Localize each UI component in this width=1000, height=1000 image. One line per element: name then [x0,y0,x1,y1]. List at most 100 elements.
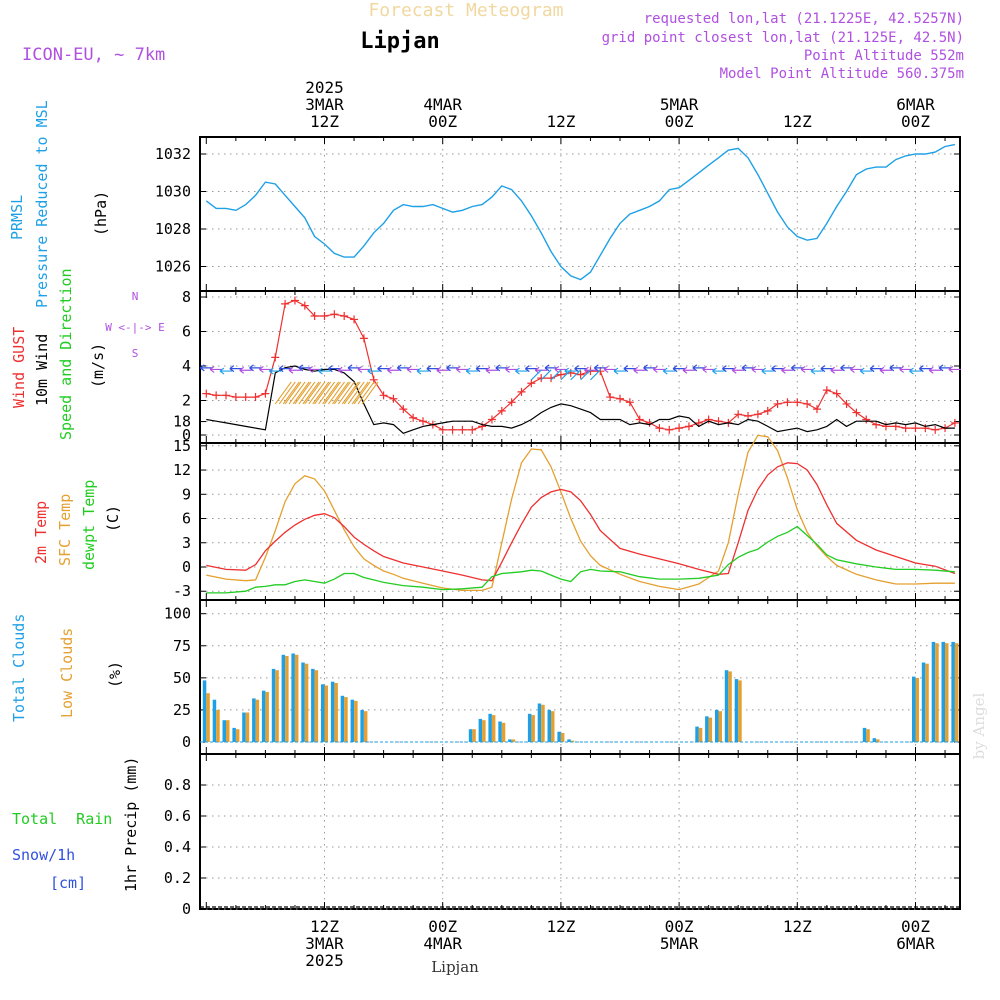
total-clouds-bar [734,679,739,742]
low-clouds-bar [541,704,545,742]
wind-direction-arrow [731,366,745,374]
compass-west-east: W <-|-> E [105,321,165,334]
wind-barb [550,369,562,381]
wind-gust-marker [547,374,556,383]
low-clouds-bar [226,720,230,742]
wind-gust-marker [497,406,506,415]
wind-direction-arrow [298,364,311,372]
wind-barb [590,369,601,381]
wind-direction-arrow [790,364,804,372]
wind-gust-marker [763,406,772,415]
temp-unit-label: (C) [104,505,122,532]
wind-direction-arrow [239,366,252,374]
snow-unit-label: [cm] [50,874,86,892]
wind-direction-arrow [416,367,429,375]
low-clouds-bar [531,715,535,742]
total-clouds-label: Total Clouds [10,614,28,722]
wind-barb [560,369,572,381]
bottom-time-label: 6MAR [896,934,935,953]
y-tick-label: 50 [173,669,191,687]
wind-gust-marker [438,425,447,434]
wind-gust-marker [901,424,910,433]
bottom-time-label: 4MAR [423,934,462,953]
precip-unit-label: 1hr Precip (mm) [122,757,140,892]
y-tick-label: 9 [182,485,191,503]
top-time-label: 12Z [310,112,339,131]
low-clouds-bar [344,697,348,742]
wind-direction-arrow [692,364,705,372]
bottom-time-label: 00Z [901,917,930,936]
top-time-label: 2025 [305,78,344,97]
wind-gust-marker [616,394,624,403]
wind-gust-marker [753,410,762,419]
y-tick-label: 2 [182,392,191,410]
total-clouds-bar [547,709,551,742]
y-tick-label: 1028 [155,220,191,238]
wind-gust-marker [783,398,792,407]
low-clouds-bar [876,739,880,742]
strong-wind-barb [304,381,322,405]
wind-gust-marker [684,422,693,431]
wind-direction-arrow [672,365,686,373]
low-clouds-bar [954,643,959,742]
wind-gust-marker [734,410,743,419]
wind-direction-arrow [524,365,538,373]
wind-direction-arrow [308,365,321,373]
total-clouds-bar [291,653,295,742]
y-tick-label: -3 [173,582,191,600]
wind-gust-marker [537,374,546,383]
wind-gust-marker [468,425,477,434]
total-clouds-bar [508,739,512,742]
bottom-time-label: 00Z [665,917,694,936]
wind-direction-arrow [653,365,666,373]
wind-direction-arrow [751,365,764,373]
wind-gust-marker [793,398,802,407]
wind-gust-label: Wind GUST [10,327,28,408]
wind-gust-marker [300,301,309,310]
requested-location: requested lon,lat (21.1225E, 42.5257N) [644,11,964,27]
wind-direction-arrow [879,366,892,374]
wind-direction-arrow [869,365,883,373]
wind-gust-marker [212,391,221,400]
low-clouds-bar [718,711,722,742]
top-time-label: 12Z [546,112,575,131]
wind-gust-marker [891,422,900,431]
model-label: ICON-EU, ~ 7km [22,45,165,65]
wind-gust-marker [320,311,329,320]
total-clouds-bar [537,703,542,742]
total-clouds-bar [488,713,492,742]
wind-direction-arrow [268,367,282,375]
pressure-unit-label: (hPa) [92,191,110,236]
strong-wind-barb [351,381,369,405]
total-clouds-bar [724,670,729,742]
wind-direction-arrow [456,365,469,373]
panel-1: 1026 1028 1030 1032 [155,136,961,292]
low-clouds-bar [363,711,368,742]
total-clouds-bar [330,681,335,742]
wind-direction-arrow [436,366,449,374]
total-clouds-bar [705,716,709,742]
strong-wind-barb [341,381,359,405]
wind-gust-marker [635,415,644,424]
low-clouds-bar [245,712,250,742]
wind-gust-marker [950,418,959,427]
total-clouds-bar [478,718,483,742]
wind-gust-marker [931,425,940,434]
compass-north: N [132,290,139,303]
strong-wind-barb [328,381,345,405]
y-tick-label: 25 [173,701,191,719]
wind-direction-arrow [259,365,272,373]
wind-gust-marker [281,299,290,308]
wind-gust-marker [359,334,368,343]
wind-direction-arrow [209,365,223,373]
strong-wind-barb [347,381,365,405]
wind-gust-marker [202,389,211,398]
total-clouds-bar [921,662,926,742]
clouds-unit-label: (%) [106,661,124,688]
wind-gust-marker [330,310,339,319]
total-clouds-bar [567,739,571,742]
wind-barb [580,369,591,381]
wind-direction-arrow [318,367,331,375]
temp-labels: 2m Temp SFC Temp dewpt Temp (C) [32,480,122,570]
